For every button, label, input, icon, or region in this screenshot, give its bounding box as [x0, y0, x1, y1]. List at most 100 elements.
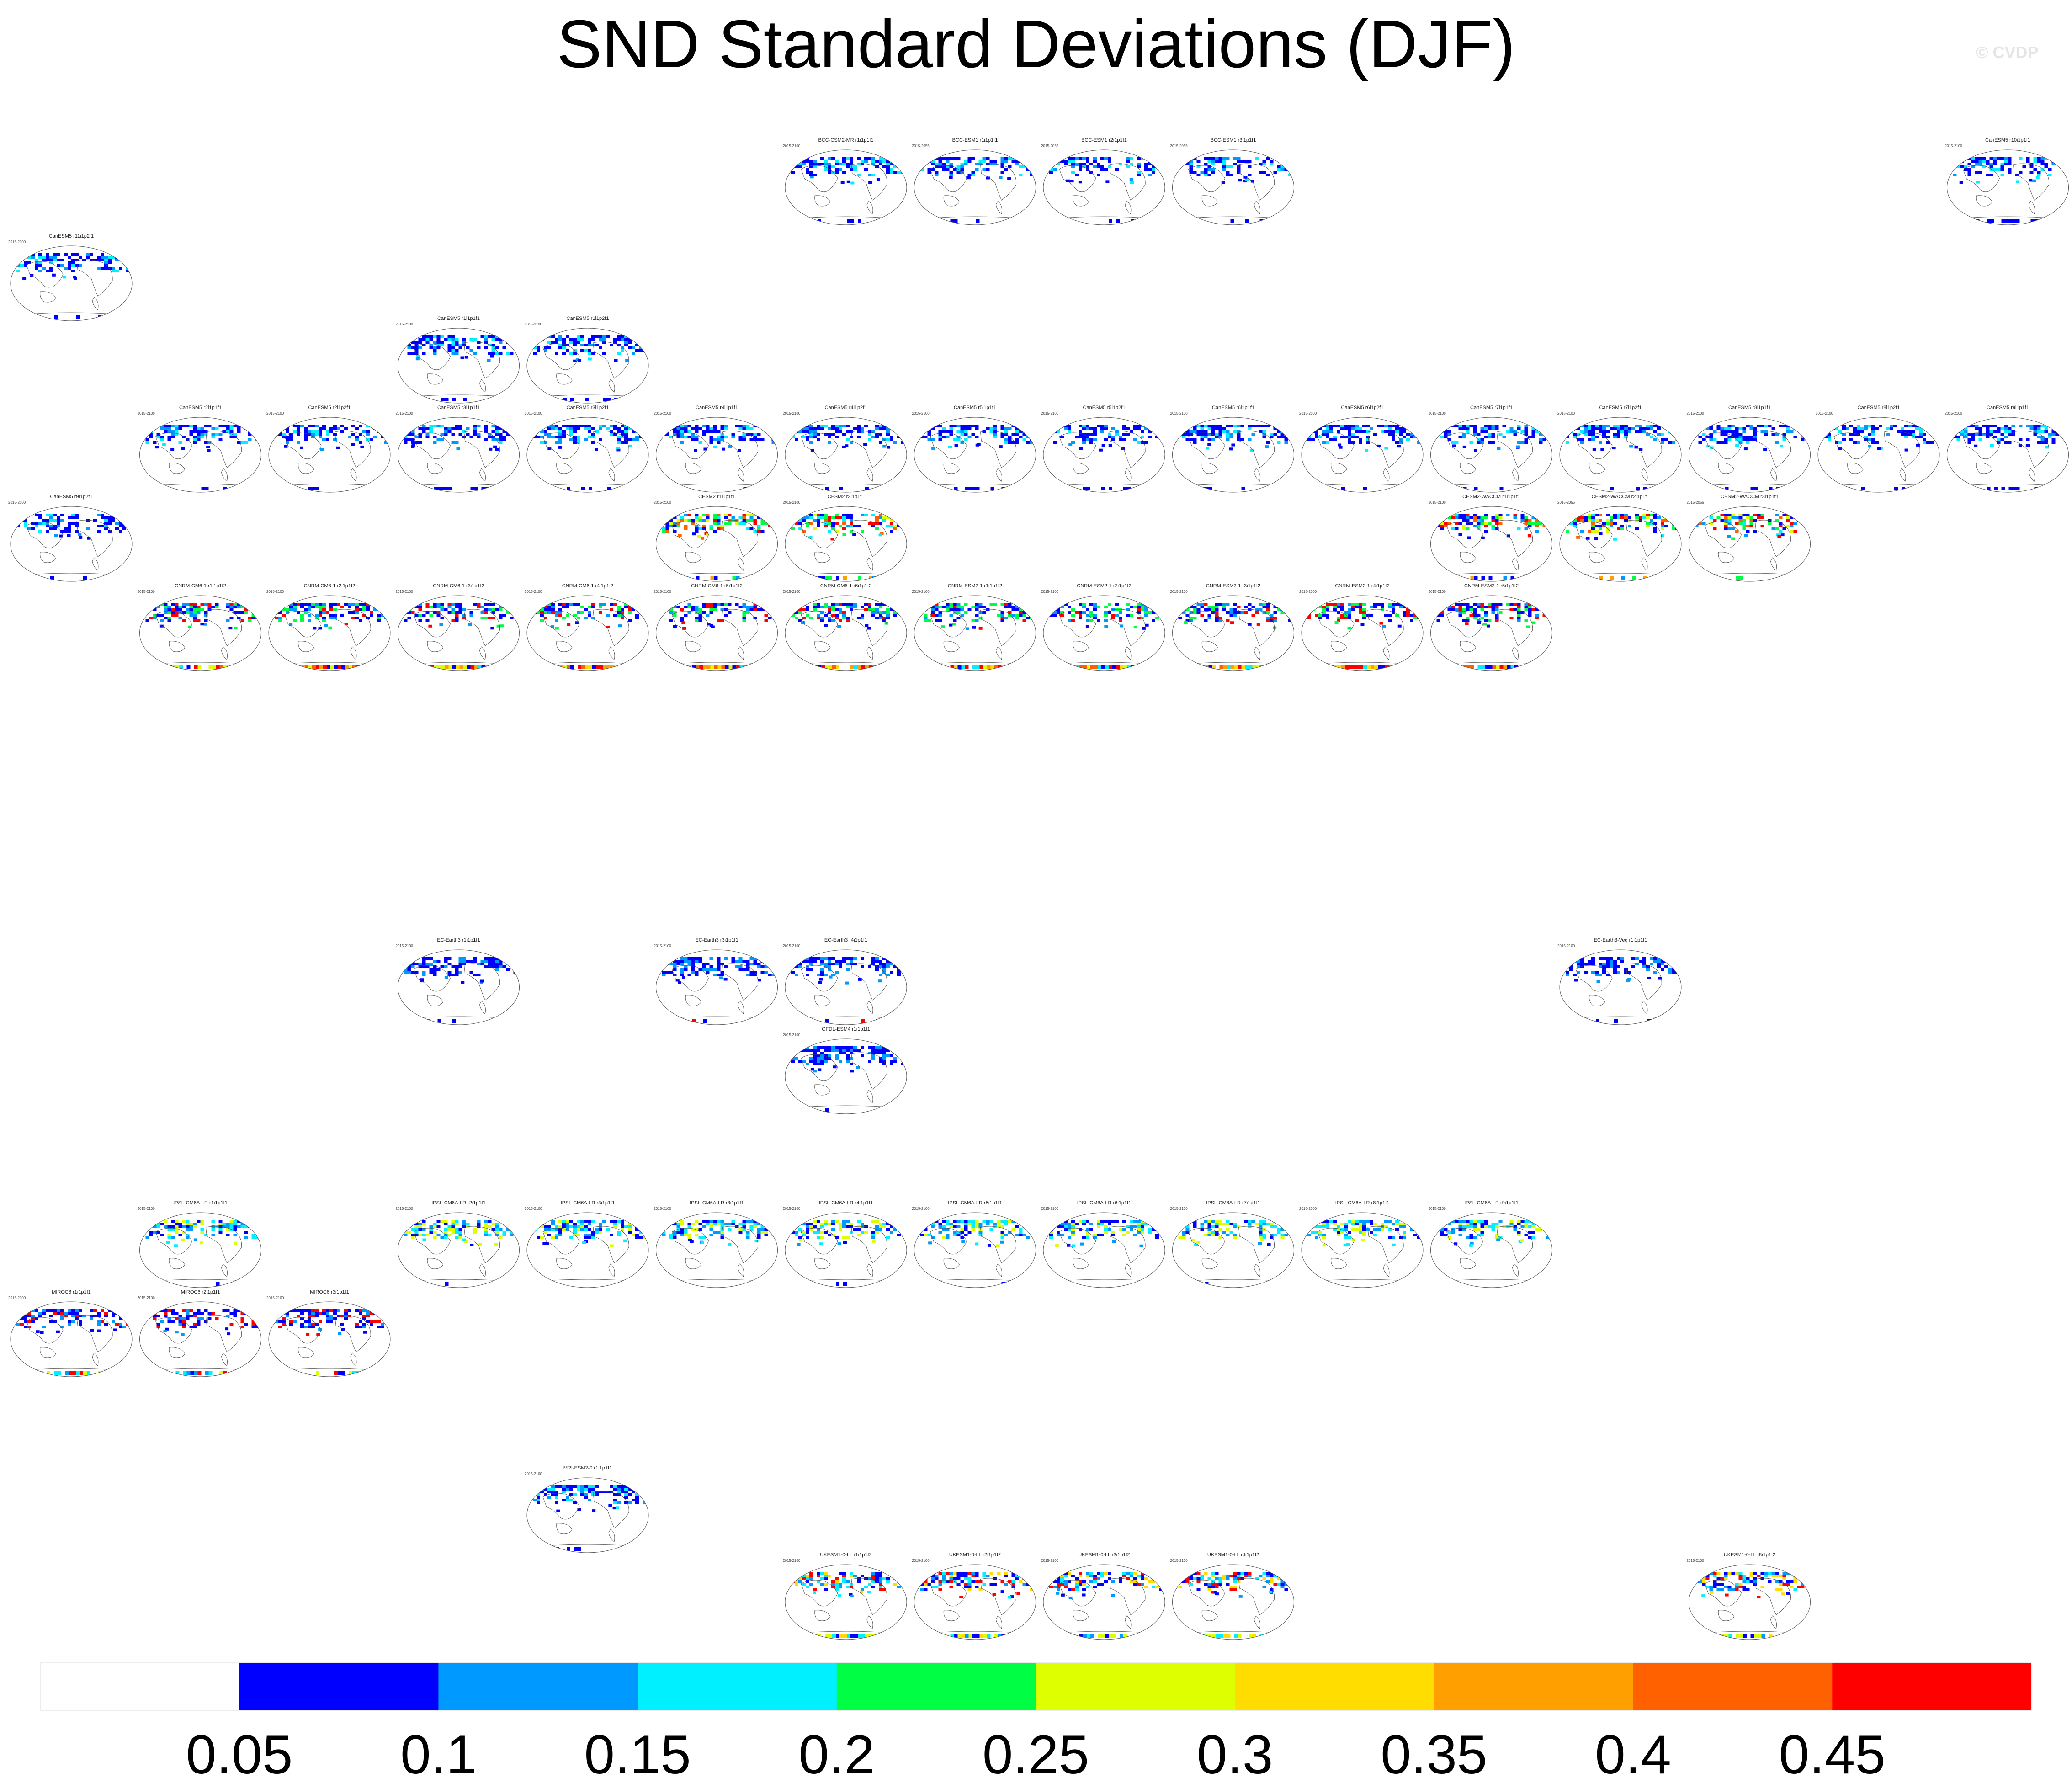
panel-period: 2015-2100 — [525, 1207, 542, 1211]
map-outline — [1172, 1564, 1294, 1640]
panel-period: 2015-2100 — [654, 1207, 672, 1211]
map-panel: MIROC6 r1i1p1f1 2015-2100 — [8, 1289, 133, 1377]
panel-title: CNRM-ESM2-1 r1i1p1f2 — [948, 583, 1002, 589]
panel-title: CanESM5 r1i1p1f1 — [437, 316, 480, 321]
map-outline — [268, 417, 391, 493]
map-outline — [1689, 1564, 1811, 1640]
map-panel: CanESM5 r9i1p2f1 2015-2100 — [8, 494, 133, 582]
panel-title: CNRM-ESM2-1 r3i1p1f2 — [1206, 583, 1260, 589]
colorbar-swatch — [239, 1663, 439, 1710]
panel-title: CanESM5 r4i1p2f1 — [825, 405, 867, 410]
panel-title: IPSL-CM6A-LR r1i1p1f1 — [173, 1200, 228, 1206]
panel-period: 2015-2100 — [654, 411, 672, 415]
map-outline — [10, 245, 133, 321]
map-panel: CESM2 r2i1p1f1 2015-2100 — [783, 494, 907, 582]
panel-title: CanESM5 r3i1p2f1 — [567, 405, 609, 410]
panel-period: 2015-2100 — [1299, 411, 1317, 415]
panel-title: GFDL-ESM4 r1i1p1f1 — [822, 1027, 870, 1032]
map-outline — [1689, 506, 1811, 582]
map-outline — [1559, 949, 1682, 1025]
panel-title: CanESM5 r2i1p2f1 — [308, 405, 351, 410]
map-panel: CanESM5 r7i1p1f1 2015-2100 — [1429, 405, 1552, 493]
panel-title: IPSL-CM6A-LR r3i1p1f1 — [690, 1200, 744, 1206]
panel-title: MIROC6 r2i1p1f1 — [181, 1289, 220, 1295]
map-panel: UKESM1-0-LL r3i1p1f2 2015-2100 — [1041, 1552, 1165, 1640]
map-outline — [785, 1212, 907, 1288]
map-panel: BCC-ESM1 r3i1p1f1 2015-2055 — [1170, 138, 1294, 225]
panel-title: IPSL-CM6A-LR r2i1p1f1 — [431, 1200, 486, 1206]
panel-title: IPSL-CM6A-LR r8i1p1f1 — [1335, 1200, 1390, 1206]
panel-period: 2015-2100 — [138, 590, 155, 594]
map-panel: UKESM1-0-LL r1i1p1f2 2015-2100 — [783, 1552, 907, 1640]
panel-period: 2015-2100 — [1816, 411, 1833, 415]
map-panel: CNRM-ESM2-1 r5i1p1f2 2015-2100 — [1429, 583, 1552, 671]
panel-title: CESM2-WACCM r2i1p1f1 — [1592, 494, 1650, 500]
map-outline — [914, 595, 1036, 671]
map-outline — [398, 595, 520, 671]
map-panel: EC-Earth3 r4i1p1f1 2015-2100 — [783, 937, 907, 1025]
panel-period: 2015-2100 — [138, 1296, 155, 1300]
panel-title: CESM2-WACCM r1i1p1f1 — [1462, 494, 1520, 500]
map-outline — [1947, 417, 2069, 493]
panel-title: EC-Earth3 r1i1p1f1 — [437, 937, 480, 943]
panel-period: 2015-2100 — [525, 590, 542, 594]
map-outline — [526, 595, 649, 671]
panel-title: BCC-CSM2-MR r1i1p1f1 — [818, 138, 873, 143]
map-outline — [1689, 417, 1811, 493]
panel-title: EC-Earth3 r3i1p1f1 — [695, 937, 738, 943]
panel-period: 2015-2100 — [654, 944, 672, 948]
map-panel: IPSL-CM6A-LR r2i1p1f1 2015-2100 — [396, 1200, 520, 1288]
panel-title: IPSL-CM6A-LR r7i1p1f1 — [1206, 1200, 1260, 1206]
panel-period: 2015-2100 — [1170, 411, 1188, 415]
panel-title: IPSL-CM6A-LR r5i1p1f1 — [948, 1200, 1002, 1206]
map-panel: CNRM-ESM2-1 r2i1p1f2 2015-2100 — [1041, 583, 1165, 671]
map-outline — [139, 1212, 261, 1288]
map-outline — [656, 417, 778, 493]
panel-period: 2015-2100 — [654, 500, 672, 505]
map-outline — [268, 1301, 391, 1377]
map-outline — [526, 417, 649, 493]
colorbar-tick-label: 0.4 — [1595, 1724, 1671, 1778]
map-panel: CanESM5 r2i1p1f1 2015-2100 — [138, 405, 261, 493]
panel-period: 2015-2100 — [138, 1207, 155, 1211]
panel-title: CanESM5 r4i1p1f1 — [696, 405, 738, 410]
panel-period: 2015-2100 — [1429, 500, 1446, 505]
map-outline — [1043, 149, 1165, 225]
panel-title: IPSL-CM6A-LR r3i1p1f1 — [561, 1200, 615, 1206]
panel-period: 2015-2100 — [1557, 944, 1575, 948]
panel-period: 2015-2100 — [8, 1296, 26, 1300]
panel-title: CanESM5 r11i1p2f1 — [49, 234, 94, 239]
chart-title: SND Standard Deviations (DJF) — [557, 6, 1515, 82]
map-panel: CanESM5 r5i1p2f1 2015-2100 — [1041, 405, 1165, 493]
panel-title: CanESM5 r5i1p2f1 — [1083, 405, 1126, 410]
map-panel: CanESM5 r4i1p1f1 2015-2100 — [654, 405, 778, 493]
map-panel: CNRM-CM6-1 r2i1p1f2 2015-2100 — [266, 583, 391, 671]
map-outline — [1172, 595, 1294, 671]
panel-title: UKESM1-0-LL r3i1p1f2 — [1078, 1552, 1130, 1558]
map-panel: MRI-ESM2-0 r1i1p1f1 2015-2100 — [525, 1465, 649, 1553]
panel-title: CanESM5 r6i1p1f1 — [1212, 405, 1254, 410]
panel-period: 2015-2100 — [1041, 411, 1059, 415]
panel-title: BCC-ESM1 r1i1p1f1 — [952, 138, 998, 143]
map-panel: IPSL-CM6A-LR r3i1p1f1 2015-2100 — [654, 1200, 778, 1288]
panel-period: 2015-2100 — [1429, 1207, 1446, 1211]
colorbar-swatch — [1832, 1663, 2032, 1710]
panel-period: 2015-2100 — [266, 411, 284, 415]
panel-period: 2015-2055 — [912, 144, 930, 148]
panel-period: 2015-2100 — [783, 1033, 801, 1037]
panel-period: 2015-2100 — [1429, 411, 1446, 415]
panel-period: 2015-2100 — [783, 500, 801, 505]
map-outline — [1172, 1212, 1294, 1288]
panel-period: 2015-2100 — [525, 322, 542, 326]
panel-title: BCC-ESM1 r2i1p1f1 — [1081, 138, 1127, 143]
panel-title: UKESM1-0-LL r2i1p1f2 — [949, 1552, 1001, 1558]
map-outline — [914, 1212, 1036, 1288]
map-panel: CanESM5 r4i1p2f1 2015-2100 — [783, 405, 907, 493]
panel-period: 2015-2100 — [1687, 411, 1705, 415]
map-outline — [139, 595, 261, 671]
map-outline — [785, 1564, 907, 1640]
panel-period: 2015-2100 — [783, 1207, 801, 1211]
panel-period: 2015-2100 — [1170, 1207, 1188, 1211]
